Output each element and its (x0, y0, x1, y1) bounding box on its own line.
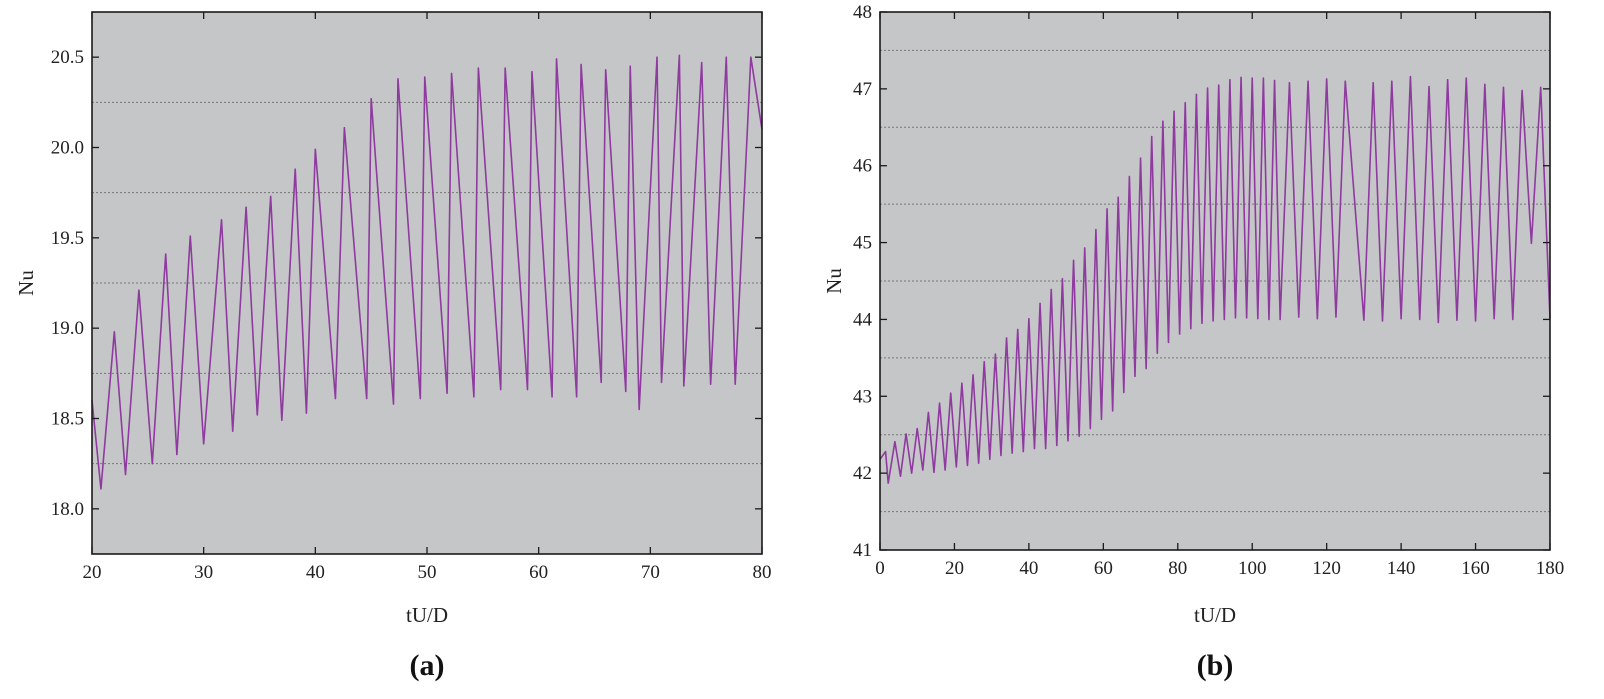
x-tick-label: 80 (1168, 558, 1187, 579)
x-tick-label: 40 (1019, 558, 1038, 579)
y-tick-label: 42 (853, 463, 872, 484)
x-tick-label: 70 (641, 562, 660, 583)
x-axis-label: tU/D (1194, 603, 1236, 627)
chart-panel-b: 0 20 40 60 80 100 120 140 160 180 41 42 43 44 45 46 47 48… (822, 2, 1564, 682)
y-tick-label: 41 (853, 540, 872, 561)
panel-label: (b) (1197, 649, 1234, 682)
y-axis-label: Nu (822, 268, 846, 294)
x-tick-label: 0 (875, 558, 885, 579)
y-tick-label: 20.5 (51, 47, 84, 68)
x-tick-label: 40 (306, 562, 325, 583)
y-axis-label: Nu (14, 270, 38, 296)
y-tick-label: 43 (853, 386, 872, 407)
x-tick-label: 20 (83, 562, 102, 583)
chart-panel-a: 20 30 40 50 60 70 80 18.0 18.5 19.0 19.5 20.0 20.5 tU… (14, 11, 772, 682)
y-tick-label: 45 (853, 233, 872, 254)
x-tick-label: 160 (1461, 558, 1490, 579)
x-tick-label: 80 (753, 562, 772, 583)
y-tick-label: 19.0 (51, 318, 84, 339)
x-tick-label: 20 (945, 558, 964, 579)
y-tick-label: 47 (853, 79, 872, 100)
y-tick-label: 18.0 (51, 499, 84, 520)
y-tick-label: 18.5 (51, 409, 84, 430)
x-tick-label: 180 (1536, 558, 1565, 579)
series-line (91, 54, 763, 490)
x-axis-label: tU/D (406, 603, 448, 627)
x-tick-label: 140 (1387, 558, 1416, 579)
plot-area (880, 12, 1550, 550)
series-line (879, 75, 1551, 484)
x-tick-label: 100 (1238, 558, 1267, 579)
x-tick-label: 60 (1094, 558, 1113, 579)
x-tick-label: 50 (418, 562, 437, 583)
plot-frame (879, 11, 1551, 551)
y-tick-label: 44 (853, 309, 873, 330)
panel-label: (a) (410, 649, 445, 682)
x-tick-label: 60 (529, 562, 548, 583)
y-tick-label: 46 (853, 156, 872, 177)
x-tick-label: 30 (194, 562, 213, 583)
y-tick-label: 19.5 (51, 228, 84, 249)
y-tick-label: 48 (853, 2, 872, 23)
y-tick-label: 20.0 (51, 138, 84, 159)
x-tick-label: 120 (1312, 558, 1341, 579)
